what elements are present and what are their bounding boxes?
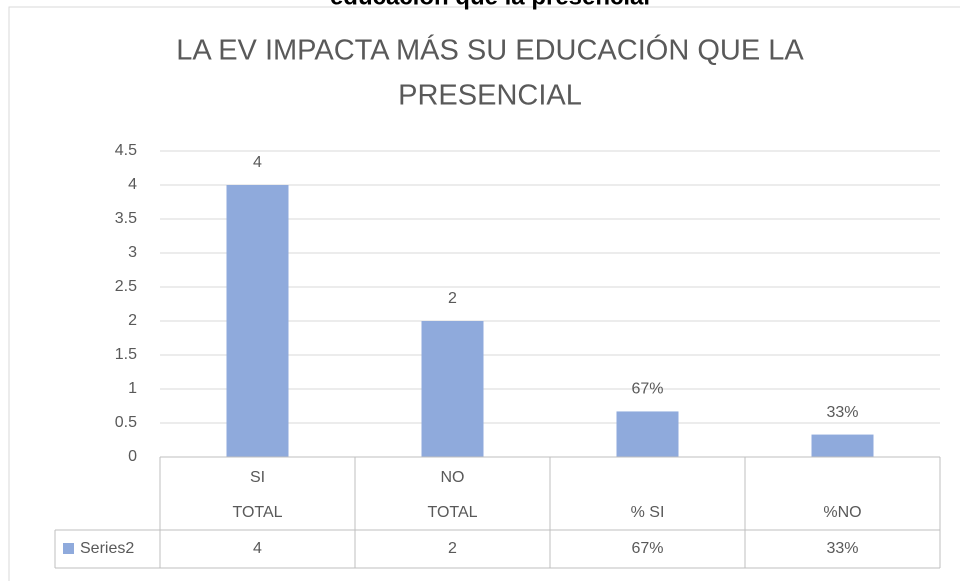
bar <box>811 434 874 457</box>
chart-title: LA EV IMPACTA MÁS SU EDUCACIÓN QUE LA <box>176 34 804 67</box>
table-cell: 4 <box>253 540 262 557</box>
data-label: 4 <box>253 154 262 171</box>
bar <box>421 321 484 457</box>
x-group-label: TOTAL <box>427 504 477 521</box>
chart-area <box>8 6 960 581</box>
data-label: 33% <box>826 404 858 421</box>
y-tick-label: 2 <box>128 312 137 329</box>
y-tick-label: 1.5 <box>115 346 137 363</box>
x-group-label: %NO <box>823 504 861 521</box>
y-tick-label: 4 <box>128 176 137 193</box>
legend-swatch <box>63 543 74 554</box>
bar <box>226 185 289 457</box>
y-tick-label: 0.5 <box>115 414 137 431</box>
x-tick-label: NO <box>441 469 465 486</box>
legend-label: Series2 <box>80 540 134 557</box>
table-cell: 2 <box>448 540 457 557</box>
chart-title: PRESENCIAL <box>398 80 582 112</box>
page-header: educación que la presencial <box>330 0 650 10</box>
table-cell: 33% <box>826 540 858 557</box>
y-tick-label: 2.5 <box>115 278 137 295</box>
data-label: 67% <box>631 381 663 398</box>
bar <box>616 411 679 457</box>
x-group-label: % SI <box>631 504 665 521</box>
y-tick-label: 4.5 <box>115 142 137 159</box>
y-tick-label: 3.5 <box>115 210 137 227</box>
data-label: 2 <box>448 290 457 307</box>
y-tick-label: 1 <box>128 380 137 397</box>
x-group-label: TOTAL <box>232 504 282 521</box>
y-tick-label: 3 <box>128 244 137 261</box>
table-cell: 67% <box>631 540 663 557</box>
y-tick-label: 0 <box>128 448 137 465</box>
x-tick-label: SI <box>250 469 265 486</box>
